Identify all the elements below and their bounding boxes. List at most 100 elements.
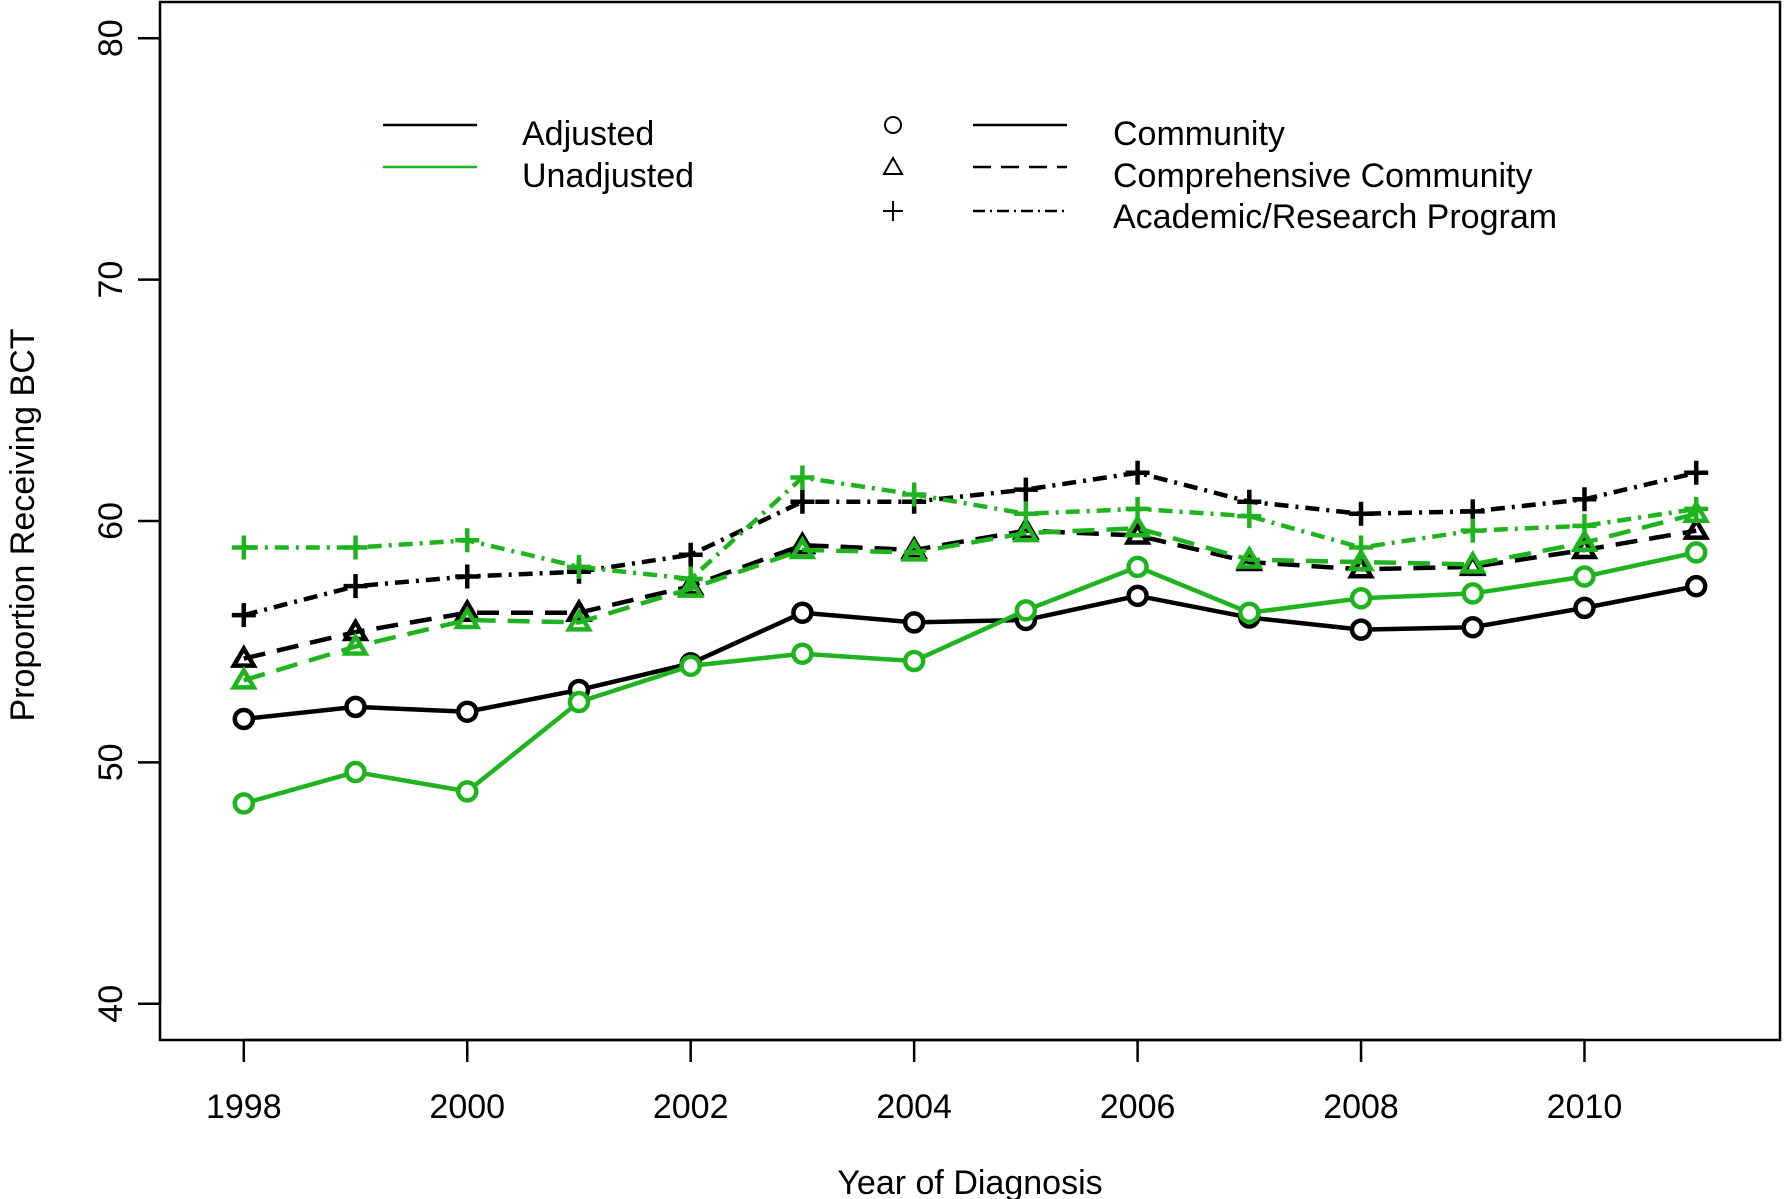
data-point-triangle: [900, 537, 929, 562]
y-axis-label: Proportion Receiving BCT: [4, 328, 42, 721]
data-point-triangle: [676, 574, 705, 598]
data-point-circle: [567, 690, 591, 714]
series-community-adjusted: [232, 574, 1708, 731]
data-point-plus: [1013, 477, 1038, 502]
data-point-circle: [679, 654, 702, 678]
legend-adjusted-label: Adjusted: [522, 115, 654, 153]
data-point-plus: [1684, 496, 1709, 521]
series-comprehensive-community-unadjusted: [229, 499, 1711, 690]
legend-community-label: Community: [1113, 115, 1285, 153]
data-point-plus: [1125, 496, 1150, 521]
data-point-triangle: [1123, 513, 1152, 538]
data-point-triangle: [1347, 547, 1375, 572]
series-academic-research-program-adjusted: [231, 460, 1709, 628]
series-line-community-adjusted: [243, 583, 1697, 722]
data-point-circle: [344, 760, 367, 784]
data-point-plus: [1460, 518, 1485, 543]
data-point-plus: [1013, 501, 1038, 526]
data-point-plus: [455, 564, 480, 589]
data-point-circle: [791, 642, 814, 666]
data-point-circle: [902, 649, 926, 673]
data-point-triangle: [1570, 528, 1599, 552]
data-point-triangle: [341, 632, 370, 656]
x-tick-label: 2006: [1100, 1088, 1176, 1126]
data-point-triangle: [229, 644, 258, 668]
data-point-plus: [343, 535, 368, 560]
data-point-plus: [678, 542, 703, 567]
legend-unadjusted-label: Unadjusted: [522, 157, 694, 195]
y-tick-label: 40: [92, 985, 130, 1023]
data-point-plus: [678, 566, 703, 591]
data-point-circle: [232, 792, 256, 815]
data-point-plus: [1572, 513, 1597, 538]
legend-academic-marker: [883, 201, 903, 221]
x-tick-label: 2010: [1547, 1088, 1623, 1126]
data-point-triangle: [453, 605, 482, 630]
y-tick-label: 70: [92, 261, 130, 299]
data-point-circle: [1573, 565, 1596, 588]
data-point-plus: [231, 603, 256, 628]
x-tick-label: 2002: [653, 1088, 729, 1126]
data-point-circle: [1238, 601, 1261, 624]
data-point-circle: [1349, 618, 1373, 641]
data-point-plus: [1349, 535, 1374, 560]
series-layer: [229, 460, 1711, 815]
data-point-circle: [1461, 615, 1485, 639]
series-academic-research-program-unadjusted: [231, 465, 1709, 591]
data-point-circle: [1349, 586, 1373, 610]
data-point-plus: [790, 489, 815, 514]
legend: Adjusted Unadjusted Community Comprehens…: [383, 115, 1557, 236]
data-point-triangle: [1458, 550, 1487, 574]
data-point-plus: [1125, 460, 1150, 485]
data-point-circle: [791, 601, 814, 624]
data-point-circle: [1684, 574, 1708, 598]
data-point-triangle: [788, 535, 817, 560]
data-point-plus: [1572, 487, 1597, 512]
series-line-comprehensive-community-adjusted: [243, 528, 1697, 661]
plot-frame: [158, 0, 1782, 1042]
x-axis-spacer: [244, 1040, 1696, 1062]
data-point-circle: [1126, 584, 1149, 608]
series-line-academic-research-program-unadjusted: [243, 475, 1697, 582]
data-point-plus: [790, 465, 815, 490]
data-point-triangle: [453, 598, 482, 622]
data-point-plus: [231, 535, 256, 560]
y-tick-label: 80: [92, 19, 130, 57]
data-point-circle: [1461, 582, 1485, 605]
data-point-plus: [1684, 460, 1709, 485]
data-point-circle: [232, 707, 256, 731]
data-point-circle: [1684, 541, 1708, 564]
data-point-triangle: [1011, 518, 1040, 543]
y-tick-label: 50: [92, 743, 130, 781]
data-point-circle: [455, 700, 479, 723]
y-tick-label: 60: [92, 502, 130, 540]
data-point-triangle: [229, 665, 258, 690]
legend-academic-label: Academic/Research Program: [1113, 198, 1557, 236]
legend-comprehensive-marker: [882, 155, 904, 175]
data-point-plus: [1237, 504, 1262, 529]
x-tick-label: 2000: [429, 1088, 505, 1126]
data-point-circle: [455, 780, 479, 803]
data-point-circle: [344, 695, 367, 719]
data-point-plus: [902, 482, 927, 507]
data-point-plus: [566, 554, 591, 579]
data-point-circle: [1573, 596, 1596, 620]
x-tick-label: 1998: [206, 1088, 282, 1126]
data-point-plus: [455, 528, 480, 553]
legend-community-marker: [884, 116, 902, 134]
data-point-triangle: [565, 607, 593, 632]
series-line-community-unadjusted: [243, 550, 1697, 806]
series-line-comprehensive-community-unadjusted: [243, 511, 1697, 683]
legend-comprehensive-label: Comprehensive Community: [1113, 157, 1533, 195]
y-axis: 40 50 60 70 80: [92, 19, 162, 1023]
data-point-triangle: [1682, 516, 1711, 540]
data-point-triangle: [565, 598, 593, 622]
x-axis-label: Year of Diagnosis: [837, 1164, 1102, 1199]
x-axis: 1998 2000 2002 2004 2006 2008 2010: [206, 1038, 1696, 1126]
data-point-circle: [1014, 599, 1038, 622]
data-point-plus: [1349, 501, 1374, 526]
series-community-unadjusted: [232, 541, 1708, 815]
x-tick-label: 2004: [876, 1088, 952, 1126]
data-point-plus: [343, 574, 368, 599]
